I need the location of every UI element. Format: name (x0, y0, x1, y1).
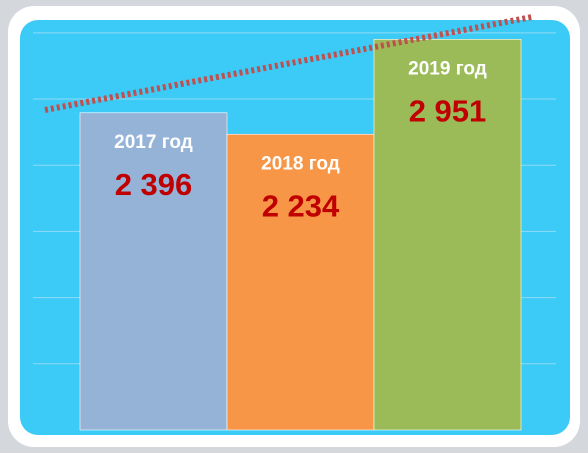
category-label: 2019 год (408, 58, 487, 79)
trend-line (44, 14, 533, 113)
value-label: 2 234 (262, 188, 340, 223)
value-label: 2 951 (409, 94, 487, 129)
bar (79, 112, 228, 431)
category-label: 2017 год (114, 132, 193, 153)
value-label: 2 396 (115, 167, 193, 202)
bar (226, 133, 375, 431)
bar (373, 39, 522, 431)
category-label: 2018 год (261, 153, 340, 174)
